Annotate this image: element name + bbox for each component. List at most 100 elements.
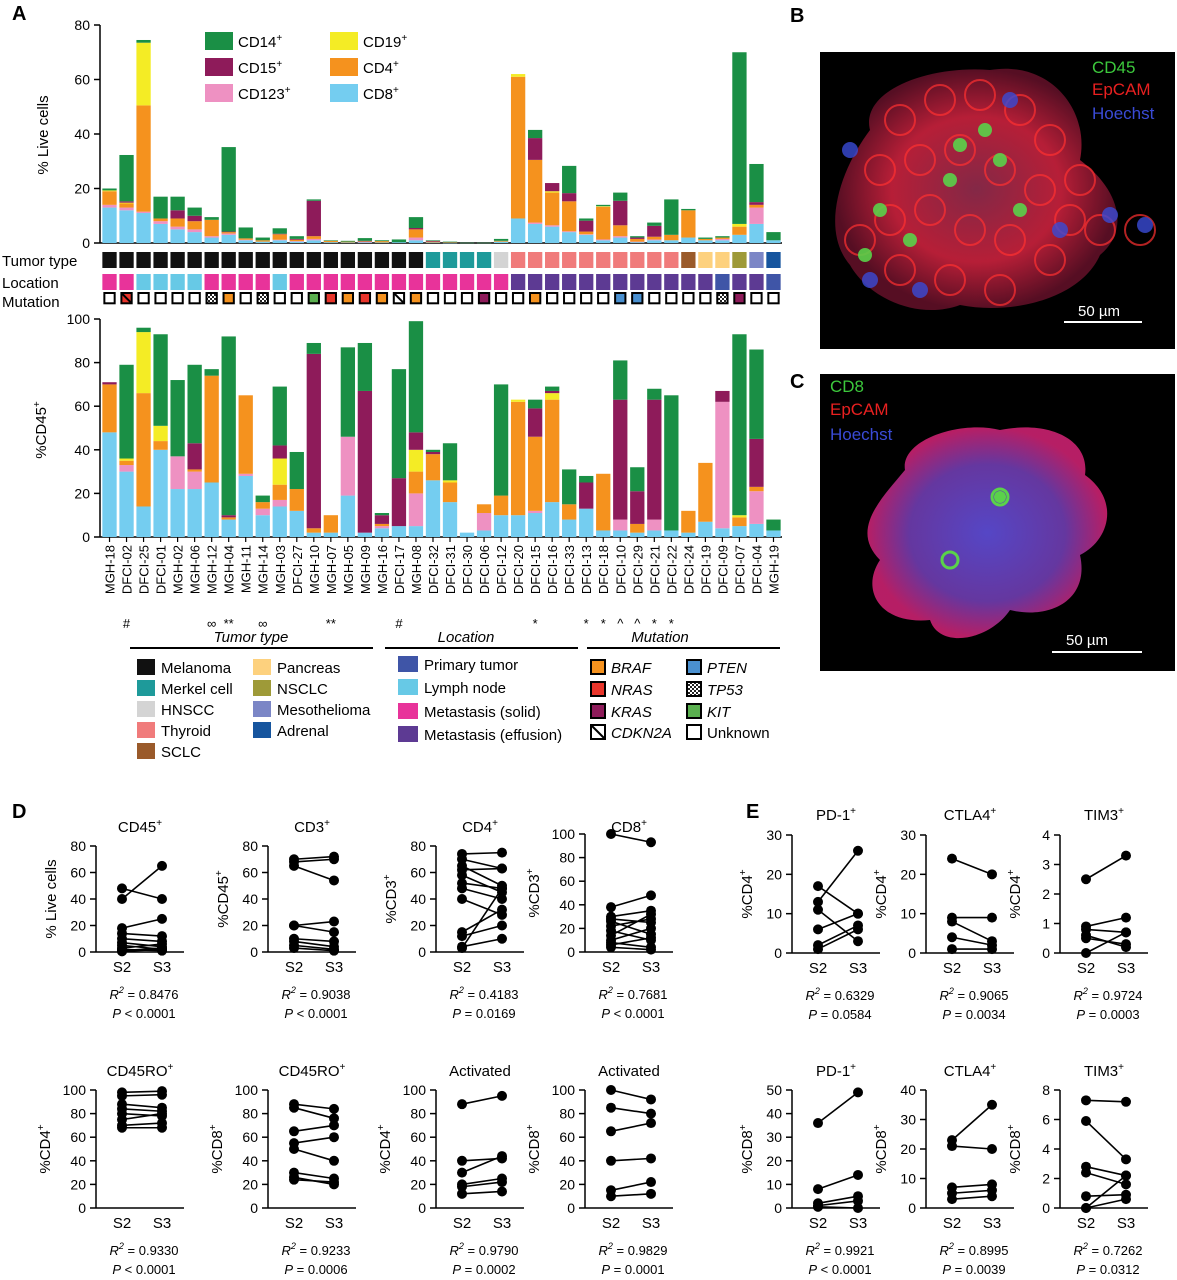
- legend-swatch-tumor-type: [137, 722, 155, 738]
- legend-swatch-location: [398, 679, 418, 695]
- top-bar-cd4: [630, 238, 645, 242]
- top-bar-cd8: [596, 240, 611, 243]
- top-bar-cd4: [408, 229, 424, 238]
- top-bar-cd8: [102, 207, 117, 243]
- slope-line: [610, 1181, 652, 1192]
- bottom-bar-cd19: [272, 458, 287, 485]
- bottom-bar-cd8: [272, 506, 287, 537]
- slope-line: [121, 1112, 163, 1117]
- track-tumor-type: [715, 252, 730, 268]
- top-bar-cd14: [715, 236, 730, 238]
- slope-y-tick-label: 2: [1042, 1171, 1050, 1187]
- sample-label: DFCI-32: [426, 545, 441, 594]
- sample-annotation: **: [326, 616, 336, 631]
- sample-label: DFCI-07: [732, 545, 747, 594]
- bottom-bar-cd8: [630, 532, 645, 537]
- bottom-bar-cd4: [749, 486, 764, 492]
- track-location: [596, 274, 611, 290]
- slope-point: [329, 1113, 339, 1124]
- bottom-bar-cd8: [136, 506, 151, 537]
- slope-point: [646, 932, 656, 943]
- bottom-bar-cd15: [391, 478, 407, 527]
- slope-p: P = 0.0001: [601, 1262, 664, 1277]
- top-bar-cd14: [732, 52, 747, 224]
- track-tumor-type: [272, 252, 287, 268]
- bottom-y-tick-label: 80: [74, 355, 90, 371]
- slope-title: CD45+: [118, 818, 162, 836]
- track-tumor-type: [442, 252, 458, 268]
- slope-graph: CTLA4+ 0 10 20 30 40 %CD8+ S2 S3 R2 = 0.8995 P = 0…: [872, 1062, 1014, 1277]
- top-bar-cd19: [732, 223, 747, 227]
- track-tumor-type: [136, 252, 151, 268]
- slope-point: [497, 904, 507, 915]
- track-label: Mutation: [2, 294, 60, 311]
- slope-point: [157, 944, 167, 955]
- bottom-bar-cd14: [749, 349, 764, 439]
- top-bar-cd4: [647, 236, 662, 240]
- slope-line: [293, 855, 335, 861]
- slope-line: [461, 1095, 503, 1105]
- slope-line: [951, 857, 993, 876]
- track-location: [698, 274, 713, 290]
- slope-point: [606, 942, 616, 953]
- slope-point: [987, 1144, 997, 1154]
- bottom-bar-cd15: [102, 382, 117, 385]
- top-bar-cd14: [749, 163, 764, 203]
- bottom-bar-cd8: [596, 530, 611, 537]
- track-tumor-type: [153, 252, 168, 268]
- slope-line: [121, 1090, 163, 1094]
- track-mutation: [426, 292, 440, 305]
- sample-labels: MGH-18 DFCI-02 DFCI-25 DFCI-01 MGH-02 MGH-06 M…: [103, 545, 782, 631]
- top-bar-cd8: [255, 241, 270, 243]
- bottom-bar-cd8: [255, 515, 270, 537]
- bottom-bar-cd15: [408, 432, 424, 450]
- sample-label: DFCI-27: [290, 545, 305, 594]
- micrograph-b: CD45 EpCAM Hoechst 50 µm: [820, 52, 1175, 349]
- slope-point: [1081, 1191, 1091, 1202]
- sample-label: DFCI-25: [137, 545, 152, 594]
- track-tumor-type: [698, 252, 713, 268]
- slope-y-tick-label: 6: [1042, 1112, 1050, 1128]
- track-tumor-type: [596, 252, 611, 268]
- panel-letter-e: E: [746, 801, 759, 823]
- top-bar-cd14: [476, 242, 492, 244]
- track-tumor-type: [391, 252, 407, 268]
- top-bar-cd4: [715, 237, 730, 239]
- sample-label: MGH-08: [409, 545, 424, 594]
- bottom-y-tick-label: 0: [82, 529, 90, 545]
- track-location: [289, 274, 304, 290]
- top-bar-cd19: [596, 206, 611, 207]
- top-bar-cd8: [153, 223, 168, 243]
- slope-point: [457, 870, 467, 881]
- sample-label: MGH-09: [358, 545, 373, 594]
- top-bar-cd4: [136, 105, 151, 212]
- bottom-bar-cd4: [681, 510, 696, 533]
- slope-line: [610, 946, 652, 951]
- slope-line: [461, 908, 503, 933]
- track-location: [408, 274, 424, 290]
- slope-x-label: S3: [642, 1215, 660, 1232]
- slope-point: [117, 1090, 127, 1101]
- sample-annotation: *: [584, 616, 589, 631]
- top-bar-cd8: [187, 232, 202, 243]
- track-mutation: [614, 292, 627, 305]
- slope-y-axis-label: %CD4+: [36, 1124, 54, 1173]
- slope-line: [121, 1103, 163, 1109]
- top-bar-cd19: [119, 202, 134, 204]
- top-bar-cd14: [596, 204, 611, 207]
- bottom-bar-cd8: [732, 526, 747, 537]
- legend-swatch-mutation: [590, 681, 606, 697]
- slope-point: [646, 890, 656, 901]
- track-location: [374, 274, 390, 290]
- track-tumor-type: [340, 252, 356, 268]
- track-location: [170, 274, 185, 290]
- slope-point: [497, 933, 507, 944]
- cell-type-legend: CD14+ CD19+ CD15+ CD4+ CD123+ CD8+: [205, 32, 407, 103]
- top-bar-cd4: [527, 159, 543, 223]
- bottom-bar-cd123: [272, 499, 287, 507]
- legend-label-tumor-type: NSCLC: [277, 681, 328, 698]
- legend-swatch-tumor-type: [253, 722, 271, 738]
- slope-graph: CD3+ 0 20 40 60 80 %CD45+ S2 S3 R2 = 0.9038 P < 0.…: [214, 818, 356, 1021]
- track-location: [272, 274, 287, 290]
- slope-point: [117, 1122, 127, 1133]
